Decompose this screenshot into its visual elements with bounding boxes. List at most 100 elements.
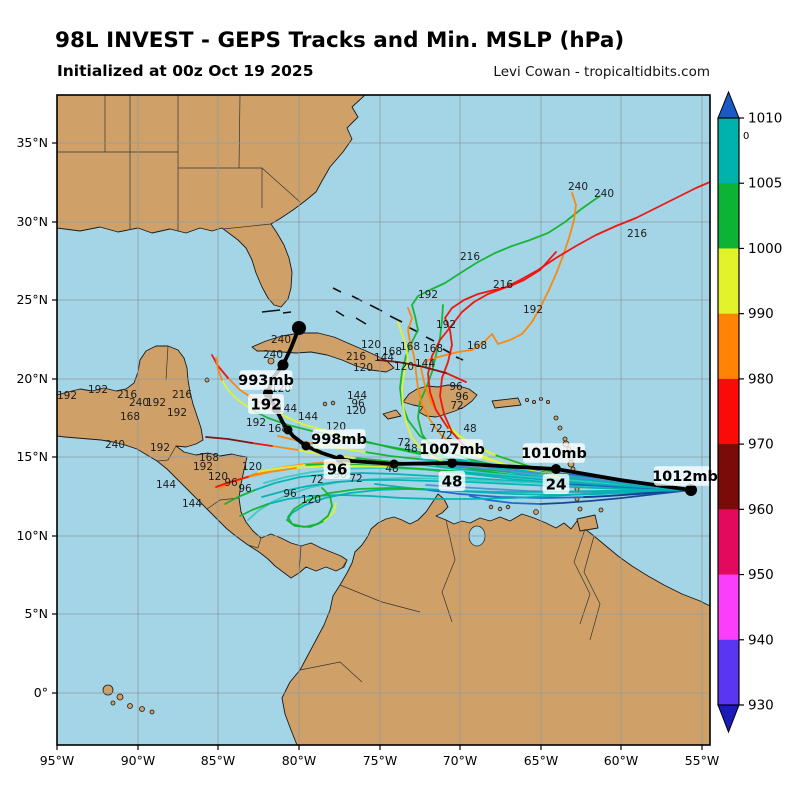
svg-text:930: 930 bbox=[748, 698, 774, 714]
svg-text:72: 72 bbox=[429, 423, 442, 435]
svg-text:120: 120 bbox=[346, 405, 366, 417]
svg-text:70°W: 70°W bbox=[443, 753, 478, 768]
svg-text:940: 940 bbox=[748, 632, 774, 648]
svg-text:192: 192 bbox=[88, 384, 108, 396]
svg-text:993mb: 993mb bbox=[238, 373, 294, 389]
axis-layer: 95°W 90°W 85°W 80°W 75°W 70°W 65°W 60°W 55°W 35°N… bbox=[16, 135, 719, 768]
svg-text:96: 96 bbox=[224, 477, 238, 489]
svg-text:192: 192 bbox=[436, 319, 456, 331]
svg-text:72: 72 bbox=[439, 430, 452, 442]
svg-text:0°: 0° bbox=[34, 685, 48, 700]
svg-text:96: 96 bbox=[327, 460, 348, 478]
svg-text:120: 120 bbox=[242, 461, 262, 473]
attribution: Levi Cowan - tropicaltidbits.com bbox=[493, 64, 710, 80]
svg-text:240: 240 bbox=[263, 349, 283, 361]
svg-text:192: 192 bbox=[167, 407, 187, 419]
svg-text:90°W: 90°W bbox=[121, 753, 156, 768]
svg-text:144: 144 bbox=[156, 479, 176, 491]
svg-text:192: 192 bbox=[150, 442, 170, 454]
svg-text:25°N: 25°N bbox=[16, 292, 48, 307]
svg-text:120: 120 bbox=[361, 339, 381, 351]
svg-text:96: 96 bbox=[238, 483, 252, 495]
svg-text:970: 970 bbox=[748, 437, 774, 453]
svg-text:216: 216 bbox=[346, 351, 366, 363]
svg-text:216: 216 bbox=[172, 389, 192, 401]
svg-text:1010mb: 1010mb bbox=[521, 446, 587, 462]
svg-text:96: 96 bbox=[283, 488, 297, 500]
svg-text:65°W: 65°W bbox=[524, 753, 559, 768]
svg-text:120: 120 bbox=[208, 471, 228, 483]
svg-text:120: 120 bbox=[301, 494, 321, 506]
svg-text:168: 168 bbox=[467, 340, 487, 352]
svg-text:120: 120 bbox=[353, 362, 373, 374]
svg-text:96: 96 bbox=[449, 381, 463, 393]
svg-text:5°N: 5°N bbox=[24, 606, 48, 621]
svg-text:10°N: 10°N bbox=[16, 528, 48, 543]
svg-text:95°W: 95°W bbox=[40, 753, 75, 768]
svg-text:216: 216 bbox=[493, 279, 513, 291]
svg-text:240: 240 bbox=[271, 334, 291, 346]
mslp-colorbar: 1010 1005 1000 990 980 970 960 950 940 930 0 bbox=[717, 90, 782, 734]
svg-text:960: 960 bbox=[748, 502, 774, 518]
map-frame bbox=[56, 94, 711, 746]
svg-text:48: 48 bbox=[385, 463, 398, 475]
svg-text:192: 192 bbox=[250, 395, 281, 413]
init-time-label: Initialized at 00z Oct 19 2025 bbox=[57, 62, 314, 80]
svg-text:144: 144 bbox=[182, 498, 202, 510]
gridline-layer bbox=[57, 95, 710, 745]
svg-text:950: 950 bbox=[748, 567, 774, 583]
svg-text:192: 192 bbox=[57, 390, 77, 402]
svg-text:85°W: 85°W bbox=[201, 753, 236, 768]
svg-text:240: 240 bbox=[568, 181, 588, 193]
svg-text:144: 144 bbox=[415, 358, 435, 370]
svg-text:75°W: 75°W bbox=[363, 753, 398, 768]
svg-text:0: 0 bbox=[743, 131, 749, 142]
svg-text:192: 192 bbox=[523, 304, 543, 316]
svg-text:72: 72 bbox=[397, 437, 410, 449]
chart-title: 98L INVEST - GEPS Tracks and Min. MSLP (… bbox=[55, 28, 625, 53]
svg-text:30°N: 30°N bbox=[16, 214, 48, 229]
svg-text:192: 192 bbox=[146, 397, 166, 409]
svg-text:72: 72 bbox=[349, 473, 362, 485]
svg-text:168: 168 bbox=[400, 341, 420, 353]
svg-text:168: 168 bbox=[382, 346, 402, 358]
svg-text:216: 216 bbox=[460, 251, 480, 263]
ensemble-track-layer bbox=[205, 181, 710, 528]
svg-text:15°N: 15°N bbox=[16, 449, 48, 464]
svg-text:998mb: 998mb bbox=[311, 432, 367, 448]
svg-text:24: 24 bbox=[546, 475, 567, 493]
svg-text:48: 48 bbox=[463, 423, 476, 435]
svg-text:1007mb: 1007mb bbox=[419, 442, 485, 458]
svg-text:168: 168 bbox=[120, 411, 140, 423]
svg-text:55°W: 55°W bbox=[685, 753, 720, 768]
svg-text:60°W: 60°W bbox=[604, 753, 639, 768]
svg-text:80°W: 80°W bbox=[282, 753, 317, 768]
svg-text:72: 72 bbox=[450, 400, 463, 412]
svg-text:216: 216 bbox=[627, 228, 647, 240]
svg-text:48: 48 bbox=[442, 472, 463, 490]
svg-text:1000: 1000 bbox=[748, 241, 782, 257]
svg-text:35°N: 35°N bbox=[16, 135, 48, 150]
svg-text:168: 168 bbox=[199, 452, 219, 464]
land-layer bbox=[57, 95, 710, 745]
svg-text:216: 216 bbox=[117, 389, 137, 401]
svg-text:48: 48 bbox=[404, 443, 417, 455]
svg-text:192: 192 bbox=[246, 417, 266, 429]
svg-text:96: 96 bbox=[455, 391, 469, 403]
svg-text:144: 144 bbox=[298, 411, 318, 423]
svg-text:1012mb: 1012mb bbox=[652, 469, 718, 485]
svg-text:240: 240 bbox=[129, 397, 149, 409]
svg-text:240: 240 bbox=[105, 439, 125, 451]
svg-text:72: 72 bbox=[310, 474, 323, 486]
svg-text:192: 192 bbox=[193, 461, 213, 473]
svg-text:192: 192 bbox=[418, 289, 438, 301]
svg-text:144: 144 bbox=[374, 352, 394, 364]
svg-text:980: 980 bbox=[748, 371, 774, 387]
svg-text:168: 168 bbox=[268, 423, 288, 435]
svg-text:20°N: 20°N bbox=[16, 371, 48, 386]
svg-text:168: 168 bbox=[423, 343, 443, 355]
svg-text:1010: 1010 bbox=[748, 111, 782, 127]
svg-text:120: 120 bbox=[394, 361, 414, 373]
